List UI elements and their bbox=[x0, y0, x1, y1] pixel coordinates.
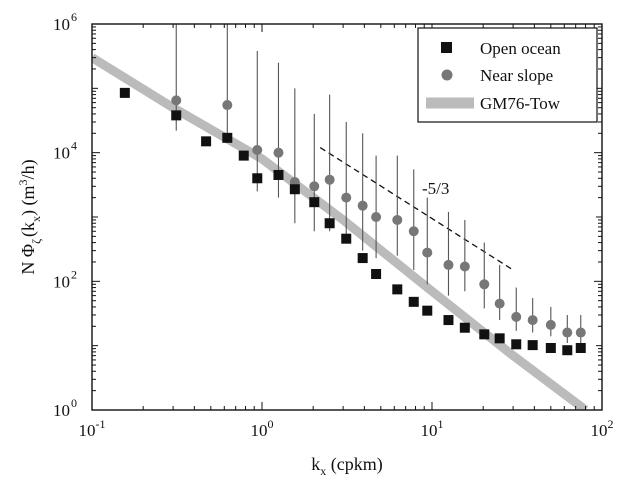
legend-marker-near-slope bbox=[441, 69, 453, 81]
x-tick-base: 10 bbox=[79, 421, 96, 440]
legend-marker-open-ocean bbox=[441, 42, 452, 53]
near-slope-point bbox=[309, 181, 320, 192]
open-ocean-point bbox=[511, 339, 522, 350]
open-ocean-point bbox=[422, 305, 433, 316]
y-tick-base: 10 bbox=[53, 144, 70, 163]
slope-annotation: -5/3 bbox=[422, 179, 449, 198]
y-label-sub2: x bbox=[29, 216, 43, 222]
x-label-main: k bbox=[311, 454, 320, 474]
x-tick-exponent: 1 bbox=[438, 417, 444, 431]
open-ocean-point bbox=[494, 333, 505, 344]
y-tick-label: 10 bbox=[53, 272, 70, 291]
open-ocean-point bbox=[201, 136, 212, 147]
y-tick-label: 10 bbox=[53, 15, 70, 34]
open-ocean-point bbox=[222, 132, 233, 143]
near-slope-point bbox=[479, 279, 490, 290]
near-slope-point bbox=[222, 100, 233, 111]
open-ocean-point bbox=[562, 345, 573, 356]
x-tick-base: 10 bbox=[251, 421, 268, 440]
y-tick-base: 10 bbox=[53, 401, 70, 420]
x-tick-exponent: 2 bbox=[608, 417, 614, 431]
x-tick-label: 102 bbox=[591, 417, 614, 440]
near-slope-point bbox=[494, 298, 505, 309]
y-label-sub1: ζ bbox=[29, 239, 43, 244]
near-slope-point bbox=[341, 192, 352, 203]
open-ocean-point bbox=[392, 284, 403, 295]
open-ocean-point bbox=[273, 169, 284, 180]
near-slope-point bbox=[459, 261, 470, 272]
y-tick-label: 10 bbox=[53, 144, 70, 163]
open-ocean-point bbox=[252, 173, 263, 184]
y-tick-exponent: 4 bbox=[71, 139, 77, 153]
x-tick-label: 10-1 bbox=[79, 417, 106, 440]
open-ocean-point bbox=[324, 218, 335, 229]
near-slope-point bbox=[443, 259, 454, 270]
y-label-part4: /h) bbox=[18, 159, 39, 179]
near-slope-point bbox=[511, 311, 522, 322]
open-ocean-point bbox=[575, 342, 586, 353]
open-ocean-point bbox=[289, 184, 300, 195]
open-ocean-point bbox=[459, 322, 470, 333]
open-ocean-point bbox=[238, 150, 249, 161]
near-slope-point bbox=[273, 147, 284, 158]
near-slope-point bbox=[575, 327, 586, 338]
data-layer bbox=[92, 24, 589, 410]
x-tick-base: 10 bbox=[591, 421, 608, 440]
y-label-part2: (k bbox=[18, 222, 39, 237]
near-slope-point bbox=[408, 226, 419, 237]
near-slope-point bbox=[545, 319, 556, 330]
near-slope-point bbox=[392, 214, 403, 225]
near-slope-point bbox=[527, 315, 538, 326]
x-tick-exponent: 0 bbox=[268, 417, 274, 431]
near-slope-point bbox=[422, 247, 433, 258]
y-label-part1: N Φ bbox=[18, 244, 38, 275]
legend-label-open-ocean: Open ocean bbox=[480, 39, 561, 58]
y-label-part3: ) (m bbox=[18, 185, 39, 216]
y-tick-base: 10 bbox=[53, 272, 70, 291]
open-ocean-point bbox=[171, 110, 182, 121]
near-slope-point bbox=[562, 327, 573, 338]
x-label-rest: (cpkm) bbox=[326, 454, 382, 475]
x-tick-base: 10 bbox=[421, 421, 438, 440]
open-ocean-point bbox=[479, 329, 490, 340]
open-ocean-point bbox=[341, 233, 352, 244]
open-ocean-point bbox=[309, 197, 320, 208]
y-tick-exponent: 2 bbox=[71, 267, 77, 281]
legend: Open ocean Near slope GM76-Tow bbox=[417, 27, 598, 123]
open-ocean-point bbox=[443, 315, 454, 326]
x-tick-label: 101 bbox=[421, 417, 444, 440]
open-ocean-point bbox=[408, 296, 419, 307]
x-label-sub: x bbox=[320, 464, 326, 478]
near-slope-point bbox=[252, 145, 263, 156]
open-ocean-point bbox=[357, 253, 368, 264]
near-slope-point bbox=[171, 95, 182, 106]
slope-reference-line bbox=[319, 147, 514, 271]
near-slope-point bbox=[357, 200, 368, 211]
x-tick-exponent: -1 bbox=[96, 417, 106, 431]
x-tick-label: 100 bbox=[251, 417, 274, 440]
y-tick-exponent: 0 bbox=[71, 396, 77, 410]
open-ocean-point bbox=[545, 342, 556, 353]
legend-label-gm76-tow: GM76-Tow bbox=[480, 94, 561, 113]
open-ocean-point bbox=[119, 87, 130, 98]
y-axis-label: N Φζ (kx) (m3/h) bbox=[16, 159, 43, 274]
y-label-sup: 3 bbox=[16, 179, 30, 185]
open-ocean-point bbox=[371, 269, 382, 280]
x-axis-label: kx (cpkm) bbox=[311, 454, 382, 478]
near-slope-point bbox=[371, 212, 382, 222]
near-slope-point bbox=[324, 174, 335, 185]
y-tick-label: 10 bbox=[53, 401, 70, 420]
legend-label-near-slope: Near slope bbox=[480, 66, 553, 85]
y-tick-base: 10 bbox=[53, 15, 70, 34]
open-ocean-point bbox=[527, 340, 538, 351]
gm76-tow-line bbox=[92, 53, 589, 410]
y-tick-exponent: 6 bbox=[71, 10, 77, 24]
